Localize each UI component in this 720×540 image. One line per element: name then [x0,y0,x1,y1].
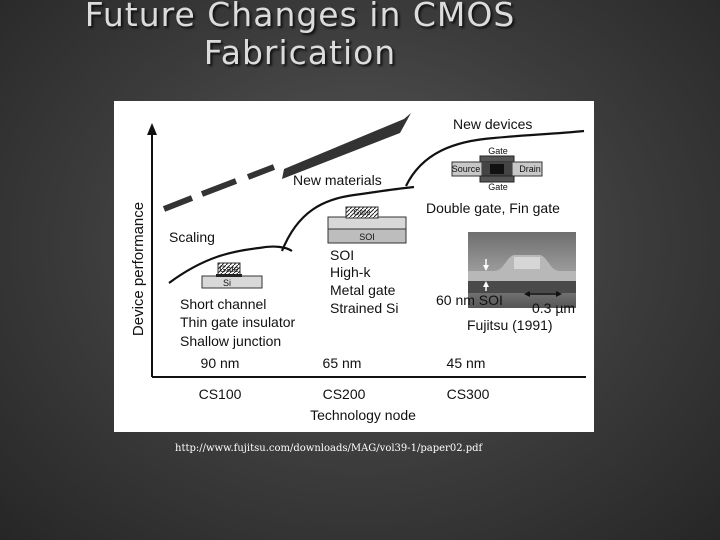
planar-si-label: Si [223,278,231,288]
devices-caption: Double gate, Fin gate [426,200,560,216]
soi-layer-label: SOI [359,232,375,242]
micrograph-scale-label: 0.3 µm [532,300,575,316]
double-gate-bottom-label: Gate [488,182,508,192]
y-axis-label: Device performance [130,202,147,336]
technology-roadmap-figure: Device performance Scaling Gate Si Short… [114,101,594,432]
title-line-2: Fabrication [203,33,397,72]
stage-materials-heading: New materials [293,172,382,188]
node-size-2: 65 nm [323,355,362,371]
title-line-1: Future Changes in CMOS [84,0,516,34]
y-axis-arrowhead [147,123,157,135]
sem-micrograph [468,232,576,308]
micrograph-soi-label: 60 nm SOI [436,292,503,308]
node-label-3: CS300 [447,386,490,402]
figure-canvas: Device performance Scaling Gate Si Short… [130,113,586,423]
soi-gate-label: Gate [353,208,371,217]
curve-new-materials [280,185,415,252]
materials-item-1: SOI [330,247,354,263]
node-label-1: CS100 [199,386,242,402]
trend-arrow [162,113,411,212]
soi-transistor-icon: Gate SOI [327,206,407,244]
planar-transistor-icon: Gate Si [201,262,263,289]
double-gate-drain-label: Drain [519,164,541,174]
scaling-item-3: Shallow junction [180,333,281,349]
double-gate-source-label: Source [452,164,481,174]
stage-scaling-heading: Scaling [169,229,215,245]
micrograph-credit: Fujitsu (1991) [467,317,553,333]
materials-item-2: High-k [330,264,371,280]
scaling-item-2: Thin gate insulator [180,314,296,330]
scaling-item-1: Short channel [180,296,266,312]
slide-title: Future Changes in CMOS Fabrication [0,0,600,72]
stage-devices-heading: New devices [453,116,532,132]
materials-item-3: Metal gate [330,282,396,298]
double-gate-transistor-icon: Gate Source Drain Gate [451,146,543,192]
materials-item-4: Strained Si [330,300,398,316]
planar-gate-label: Gate [219,264,239,274]
node-size-3: 45 nm [447,355,486,371]
double-gate-top-label: Gate [488,146,508,156]
node-size-1: 90 nm [201,355,240,371]
curve-new-devices [405,129,585,187]
x-axis-label: Technology node [310,407,416,423]
node-label-2: CS200 [323,386,366,402]
source-url: http://www.fujitsu.com/downloads/MAG/vol… [175,443,483,454]
